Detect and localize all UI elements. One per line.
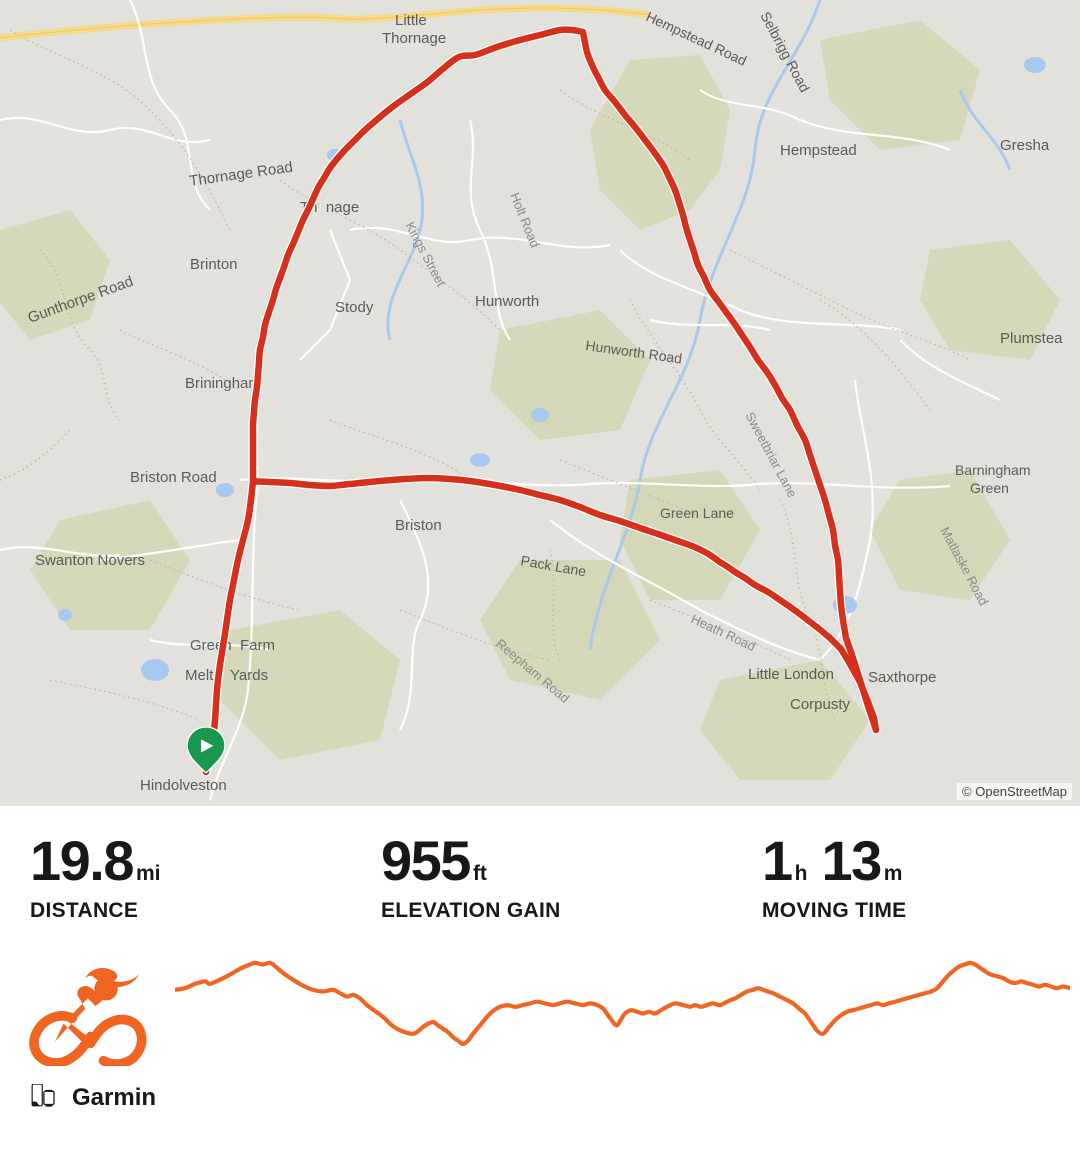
svg-text:Little London: Little London <box>748 666 834 683</box>
svg-text:Green Lane: Green Lane <box>660 505 734 521</box>
svg-text:Green Farm: Green Farm <box>190 637 275 654</box>
svg-text:Hunworth: Hunworth <box>475 293 539 310</box>
svg-text:Melto Yards: Melto Yards <box>185 667 268 684</box>
svg-text:Swanton Novers: Swanton Novers <box>35 552 145 569</box>
svg-text:Stody: Stody <box>335 299 374 316</box>
svg-text:Briningham: Briningham <box>185 375 261 392</box>
svg-text:Green: Green <box>970 480 1009 496</box>
svg-text:Briston: Briston <box>395 517 442 534</box>
svg-text:Gresha: Gresha <box>1000 137 1050 154</box>
svg-text:Little: Little <box>395 12 427 29</box>
svg-text:Corpusty: Corpusty <box>790 696 851 713</box>
svg-text:Hindolveston: Hindolveston <box>140 777 227 794</box>
svg-text:Plumstea: Plumstea <box>1000 330 1063 347</box>
svg-text:Briston Road: Briston Road <box>130 469 217 486</box>
svg-text:Saxthorpe: Saxthorpe <box>868 669 936 686</box>
svg-text:Hempstead: Hempstead <box>780 142 857 159</box>
svg-text:Barningham: Barningham <box>955 462 1031 478</box>
svg-text:Thornage: Thornage <box>382 30 446 47</box>
svg-text:Brinton: Brinton <box>190 256 238 273</box>
